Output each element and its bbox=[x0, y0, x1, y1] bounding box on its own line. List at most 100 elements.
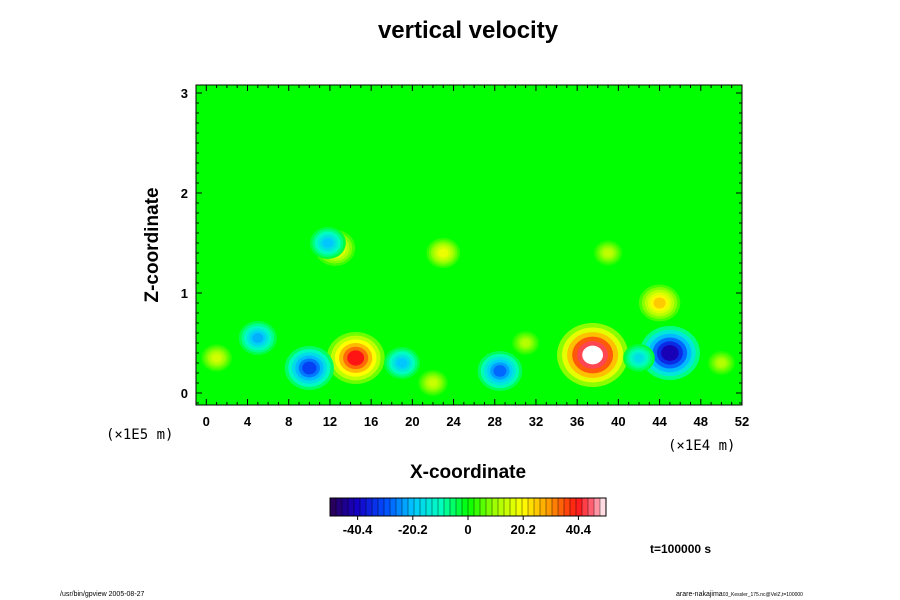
colorbar-cell bbox=[528, 498, 535, 516]
x-tick-label: 4 bbox=[244, 414, 252, 429]
colorbar-cell bbox=[402, 498, 409, 516]
plot-frame bbox=[195, 84, 743, 406]
colorbar-cell bbox=[360, 498, 367, 516]
x-tick-label: 36 bbox=[570, 414, 584, 429]
colorbar-cell bbox=[426, 498, 433, 516]
colorbar-cell bbox=[480, 498, 487, 516]
colorbar-cell bbox=[414, 498, 421, 516]
colorbar-cell bbox=[570, 498, 577, 516]
colorbar-cell bbox=[558, 498, 565, 516]
colorbar-tick-label: 0 bbox=[464, 522, 471, 537]
colorbar-cell bbox=[444, 498, 451, 516]
contour-ring bbox=[521, 339, 530, 347]
colorbar: -40.4 -20.2 0 20.2 40.4 bbox=[329, 497, 607, 537]
colorbar-cell bbox=[516, 498, 523, 516]
x-tick-label: 52 bbox=[735, 414, 749, 429]
updraft-region bbox=[707, 351, 735, 375]
updraft-region bbox=[512, 331, 540, 355]
y-axis: 0 1 2 3 bbox=[181, 86, 742, 404]
colorbar-cell bbox=[372, 498, 379, 516]
contour-ring bbox=[322, 238, 334, 248]
contour-ring bbox=[347, 350, 365, 366]
footer-right-sub: 03_Kessler_175.nc@VelZ,t=100000 bbox=[723, 592, 803, 598]
footer-right-main: arare-nakajima bbox=[676, 591, 723, 598]
downdraft-region bbox=[309, 227, 346, 259]
x-tick-label: 12 bbox=[323, 414, 337, 429]
y-axis-label: Z-coordinate bbox=[142, 187, 163, 302]
x-tick-label: 44 bbox=[652, 414, 667, 429]
colorbar-cell bbox=[468, 498, 475, 516]
downdraft-region bbox=[238, 321, 277, 355]
colorbar-cell bbox=[546, 498, 553, 516]
downdraft-region bbox=[477, 351, 523, 391]
downdraft-region bbox=[639, 326, 700, 380]
colorbar-tick-label: 40.4 bbox=[566, 522, 592, 537]
updraft-region bbox=[557, 323, 629, 387]
contour-ring bbox=[302, 361, 317, 375]
contour-ring bbox=[252, 333, 264, 343]
colorbar-cell bbox=[504, 498, 511, 516]
colorbar-cell bbox=[336, 498, 343, 516]
contour-ring bbox=[493, 365, 507, 377]
contour-ring bbox=[428, 379, 438, 387]
updraft-region bbox=[638, 284, 681, 322]
colorbar-cell bbox=[492, 498, 499, 516]
updraft-region bbox=[593, 240, 623, 266]
colorbar-cell bbox=[390, 498, 397, 516]
colorbar-cell bbox=[588, 498, 595, 516]
colorbar-cell bbox=[456, 498, 463, 516]
y-tick-label: 3 bbox=[181, 86, 188, 101]
colorbar-tick-label: -40.4 bbox=[343, 522, 373, 537]
colorbar-cell bbox=[474, 498, 481, 516]
colorbar-tick-label: 20.2 bbox=[511, 522, 536, 537]
x-axis-label: X-coordinate bbox=[410, 462, 526, 483]
colorbar-cell bbox=[378, 498, 385, 516]
colorbar-cell bbox=[420, 498, 427, 516]
downdraft-region bbox=[384, 347, 421, 379]
colorbar-cell bbox=[576, 498, 583, 516]
x-tick-label: 32 bbox=[529, 414, 543, 429]
x-tick-label: 40 bbox=[611, 414, 625, 429]
colorbar-cell bbox=[432, 498, 439, 516]
contour-ring bbox=[582, 345, 604, 365]
x-tick-label: 0 bbox=[203, 414, 210, 429]
colorbar-cell bbox=[552, 498, 559, 516]
contour-ring bbox=[653, 297, 666, 309]
colorbar-cell bbox=[366, 498, 373, 516]
colorbar-cell bbox=[498, 498, 505, 516]
x-tick-label: 48 bbox=[694, 414, 708, 429]
footer-right: arare-nakajima03_Kessler_175.nc@VelZ,t=1… bbox=[676, 591, 803, 598]
x-tick-label: 8 bbox=[285, 414, 292, 429]
updraft-region bbox=[426, 238, 461, 268]
x-tick-label: 28 bbox=[488, 414, 502, 429]
colorbar-cell bbox=[408, 498, 415, 516]
updraft-region bbox=[418, 370, 448, 396]
colorbar-cell bbox=[486, 498, 493, 516]
colorbar-cell bbox=[540, 498, 547, 516]
contour-ring bbox=[603, 249, 613, 257]
x-tick-label: 20 bbox=[405, 414, 419, 429]
colorbar-cell bbox=[396, 498, 403, 516]
colorbar-cell bbox=[462, 498, 469, 516]
colorbar-cell bbox=[450, 498, 457, 516]
colorbar-cell bbox=[600, 498, 607, 516]
colorbar-cell bbox=[522, 498, 529, 516]
time-label: t=100000 s bbox=[650, 542, 711, 556]
y-tick-label: 2 bbox=[181, 186, 188, 201]
x-tick-label: 16 bbox=[364, 414, 378, 429]
colorbar-cell bbox=[564, 498, 571, 516]
colorbar-cell bbox=[330, 498, 337, 516]
colorbar-cell bbox=[438, 498, 445, 516]
colorbar-cell bbox=[594, 498, 601, 516]
y-tick-label: 0 bbox=[181, 386, 188, 401]
downdraft-region bbox=[284, 346, 334, 390]
x-tick-label: 24 bbox=[446, 414, 461, 429]
updraft-region bbox=[326, 332, 385, 384]
footer-left: /usr/bin/gpview 2005-08-27 bbox=[60, 591, 145, 598]
contour-ring bbox=[661, 345, 679, 361]
chart-title: vertical velocity bbox=[378, 17, 559, 44]
contour-ring bbox=[717, 359, 726, 367]
colorbar-cell bbox=[342, 498, 349, 516]
colorbar-cell bbox=[384, 498, 391, 516]
